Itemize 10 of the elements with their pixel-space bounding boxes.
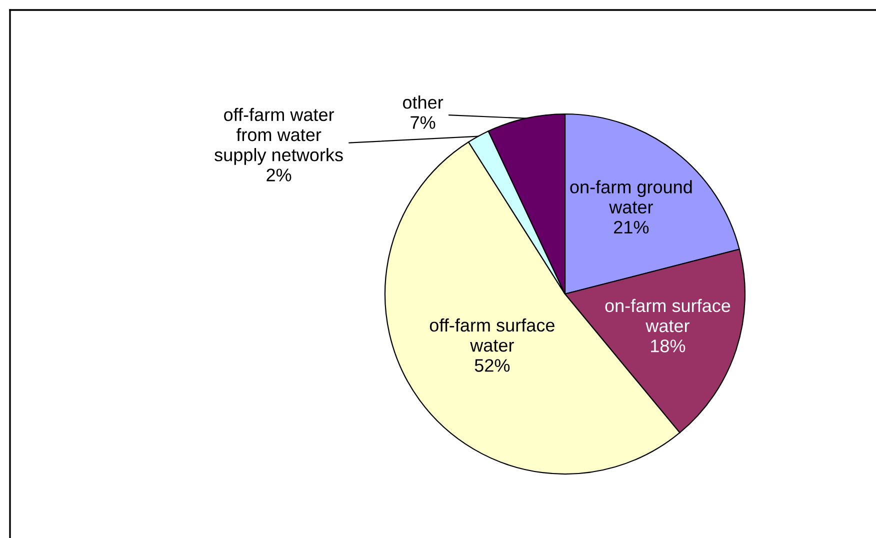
data-label: 52% [474, 359, 510, 372]
data-label: 18% [651, 340, 686, 352]
slice-label: on-farm ground water [570, 180, 692, 214]
slice-label: other [402, 96, 444, 109]
data-label: 2% [266, 168, 292, 182]
slice-label: off-farm surface water [430, 318, 554, 352]
data-label: 21% [614, 220, 649, 234]
slice-label: on-farm surface water [605, 298, 730, 332]
data-label: 7% [410, 116, 436, 129]
slice-label: off-farm water from water supply networks [214, 108, 343, 165]
